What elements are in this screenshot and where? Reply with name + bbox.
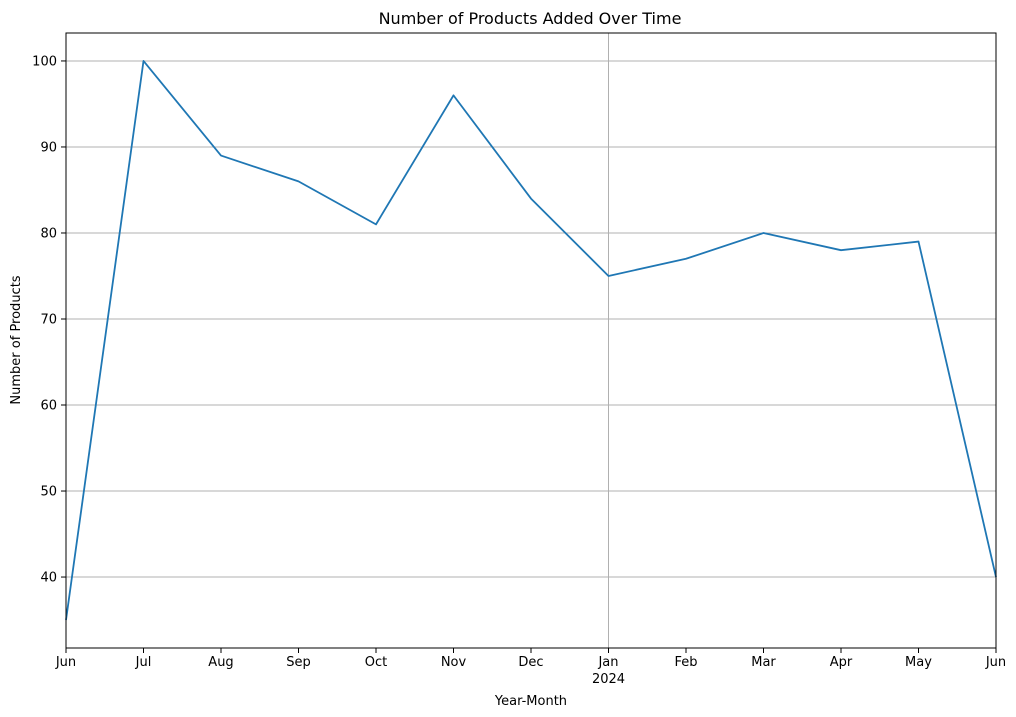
- x-tick-label: Sep: [286, 655, 311, 670]
- x-tick-label: Jun: [55, 655, 76, 670]
- y-tick-label: 90: [40, 140, 57, 155]
- x-axis: Jun Jul Aug Sep Oct Nov Dec Jan Feb Mar Apr May Jun 2…: [55, 648, 1006, 687]
- y-tick-label: 70: [40, 312, 57, 327]
- series-line: [65, 60, 997, 621]
- x-tick-label: Jul: [135, 655, 152, 670]
- y-tick-label: 60: [40, 399, 57, 414]
- y-tick-label: 80: [40, 226, 57, 241]
- x-tick-label: Mar: [751, 655, 776, 670]
- x-axis-label: Year-Month: [494, 694, 567, 709]
- y-tick-label: 50: [40, 485, 57, 500]
- x-tick-label: Dec: [518, 655, 543, 670]
- x-tick-label: Aug: [208, 655, 233, 670]
- y-tick-label: 100: [32, 54, 57, 69]
- chart-title: Number of Products Added Over Time: [379, 9, 682, 28]
- y-axis: 40 50 60 70 80 90 100: [32, 54, 66, 586]
- y-tick-label: 40: [40, 571, 57, 586]
- x-tick-label: Oct: [365, 655, 387, 670]
- x-tick-label: Feb: [674, 655, 697, 670]
- plot-frame: [65, 32, 997, 649]
- x-tick-label: May: [905, 655, 932, 670]
- x-tick-label: Nov: [441, 655, 467, 670]
- x-year-label: 2024: [592, 672, 625, 687]
- x-tick-label: Jun: [985, 655, 1006, 670]
- x-tick-label: Jan: [597, 655, 618, 670]
- grid: [66, 33, 996, 648]
- series-layer: [65, 60, 997, 621]
- x-tick-label: Apr: [830, 655, 853, 670]
- y-axis-label: Number of Products: [9, 275, 24, 404]
